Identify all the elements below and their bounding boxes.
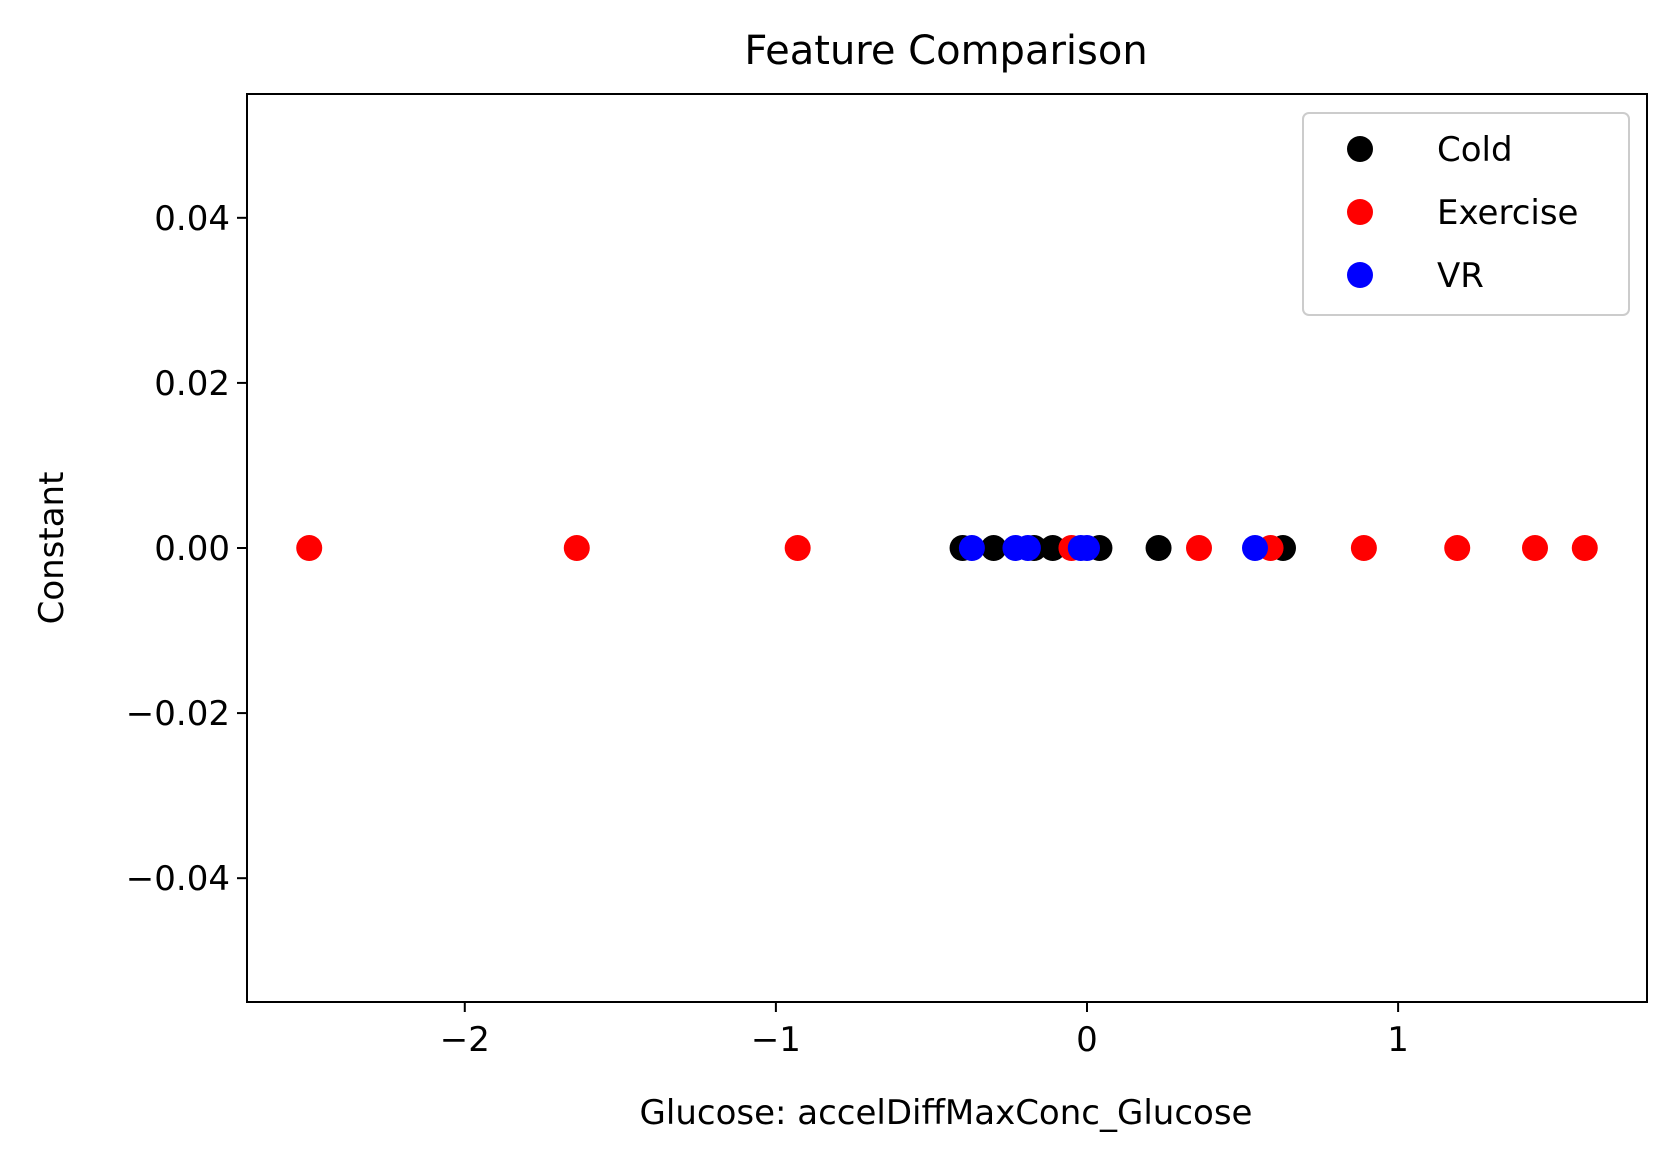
series-exercise	[296, 535, 1598, 561]
legend-label: Exercise	[1437, 193, 1578, 233]
legend-item-vr: VR	[1347, 256, 1484, 296]
series-vr	[958, 535, 1268, 561]
x-axis-label: Glucose: accelDiffMaxConc_Glucose	[640, 1093, 1253, 1133]
data-point-vr	[958, 535, 985, 561]
legend-entries: Cold Exercise VR	[1347, 130, 1578, 296]
y-tick-label: −0.04	[126, 859, 230, 899]
data-point-exercise	[1571, 535, 1598, 561]
data-point-exercise	[1522, 535, 1548, 561]
data-point-exercise	[1186, 535, 1212, 561]
data-point-cold	[1039, 535, 1066, 561]
data-point-cold	[980, 535, 1007, 561]
legend-frame	[1302, 112, 1630, 316]
legend-marker	[1347, 262, 1373, 288]
x-tick-label: −2	[440, 1020, 490, 1060]
data-point-exercise	[784, 535, 811, 561]
data-point-vr	[1242, 535, 1268, 561]
legend: Cold Exercise VR	[1302, 112, 1630, 316]
chart-title: Feature Comparison	[744, 28, 1147, 74]
data-point-exercise	[1350, 535, 1377, 561]
x-tick-label: 0	[1076, 1020, 1098, 1060]
data-point-exercise	[1444, 535, 1471, 561]
y-tick-label: 0.02	[154, 364, 230, 404]
data-point-cold	[1145, 535, 1172, 561]
plot-frame	[246, 93, 1648, 1003]
x-tick-label: −1	[751, 1020, 801, 1060]
x-tick-label: 1	[1387, 1020, 1409, 1060]
y-tick-label: −0.02	[126, 694, 230, 734]
data-points	[296, 535, 1598, 561]
y-tick-label: 0.00	[154, 529, 230, 569]
legend-marker	[1347, 136, 1373, 162]
legend-marker	[1347, 199, 1373, 225]
legend-label: Cold	[1437, 130, 1513, 170]
data-point-exercise	[563, 535, 590, 561]
y-axis-ticks: 0.04 0.02 0.00 −0.02 −0.04	[126, 199, 247, 899]
y-tick-label: 0.04	[154, 199, 230, 239]
legend-label: VR	[1437, 256, 1484, 296]
legend-item-exercise: Exercise	[1347, 193, 1578, 233]
data-point-exercise	[296, 535, 323, 561]
y-axis-label: Constant	[32, 472, 72, 625]
data-point-vr	[1014, 535, 1041, 561]
legend-item-cold: Cold	[1347, 130, 1513, 170]
x-axis-ticks: −2 −1 0 1	[440, 1002, 1409, 1060]
data-point-vr	[1074, 535, 1100, 561]
